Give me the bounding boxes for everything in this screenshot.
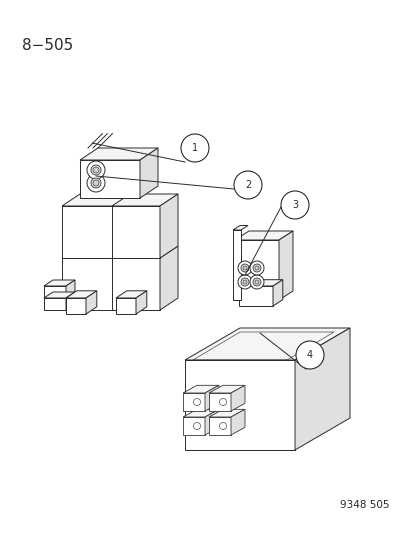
Polygon shape [62,194,132,206]
Polygon shape [185,328,349,360]
Polygon shape [204,409,218,435]
Circle shape [249,275,263,289]
Circle shape [252,264,260,272]
Polygon shape [112,194,178,206]
Circle shape [242,266,247,270]
Polygon shape [80,160,140,198]
Text: 4: 4 [306,350,312,360]
Polygon shape [238,280,282,286]
Polygon shape [86,291,97,314]
Circle shape [254,266,259,270]
Polygon shape [66,291,97,298]
Circle shape [240,264,248,272]
Polygon shape [235,240,278,300]
Polygon shape [209,385,244,393]
Circle shape [280,191,308,219]
Polygon shape [66,280,75,300]
Polygon shape [183,409,218,417]
Polygon shape [116,291,147,298]
Circle shape [240,278,248,286]
Polygon shape [66,292,75,310]
Circle shape [237,275,252,289]
Polygon shape [238,286,272,306]
Circle shape [249,261,263,275]
Polygon shape [185,360,294,450]
Polygon shape [44,286,66,300]
Polygon shape [116,298,136,314]
Polygon shape [140,148,158,198]
Polygon shape [112,206,159,258]
Circle shape [91,165,101,175]
Polygon shape [159,246,178,310]
Circle shape [91,178,101,188]
Polygon shape [294,328,349,450]
Text: 3: 3 [291,200,297,210]
Text: 8−505: 8−505 [22,38,73,53]
Polygon shape [235,231,292,240]
Polygon shape [44,298,66,310]
Polygon shape [62,246,132,258]
Circle shape [193,399,200,406]
Polygon shape [66,298,86,314]
Polygon shape [112,246,178,258]
Polygon shape [183,385,218,393]
Polygon shape [44,292,75,298]
Circle shape [193,423,200,430]
Polygon shape [136,291,147,314]
Polygon shape [114,246,132,310]
Polygon shape [80,148,158,160]
Polygon shape [183,393,204,411]
Circle shape [180,134,209,162]
Polygon shape [204,385,218,411]
Circle shape [252,278,260,286]
Polygon shape [230,409,244,435]
Polygon shape [159,194,178,258]
Polygon shape [209,417,230,435]
Circle shape [237,261,252,275]
Text: 2: 2 [244,180,251,190]
Circle shape [254,280,259,284]
Text: 9348 505: 9348 505 [339,500,389,510]
Polygon shape [272,280,282,306]
Polygon shape [209,409,244,417]
Circle shape [93,180,99,186]
Polygon shape [233,225,247,230]
Polygon shape [112,258,159,310]
Circle shape [233,171,261,199]
Polygon shape [62,258,114,310]
Polygon shape [209,393,230,411]
Text: 1: 1 [192,143,197,153]
Circle shape [219,399,226,406]
Circle shape [87,161,105,179]
Circle shape [242,280,247,284]
Polygon shape [183,417,204,435]
Polygon shape [114,194,132,258]
Polygon shape [278,231,292,300]
Circle shape [295,341,323,369]
Polygon shape [230,385,244,411]
Polygon shape [233,230,240,300]
Circle shape [93,167,99,173]
Polygon shape [44,280,75,286]
Polygon shape [62,206,114,258]
Circle shape [87,174,105,192]
Circle shape [219,423,226,430]
